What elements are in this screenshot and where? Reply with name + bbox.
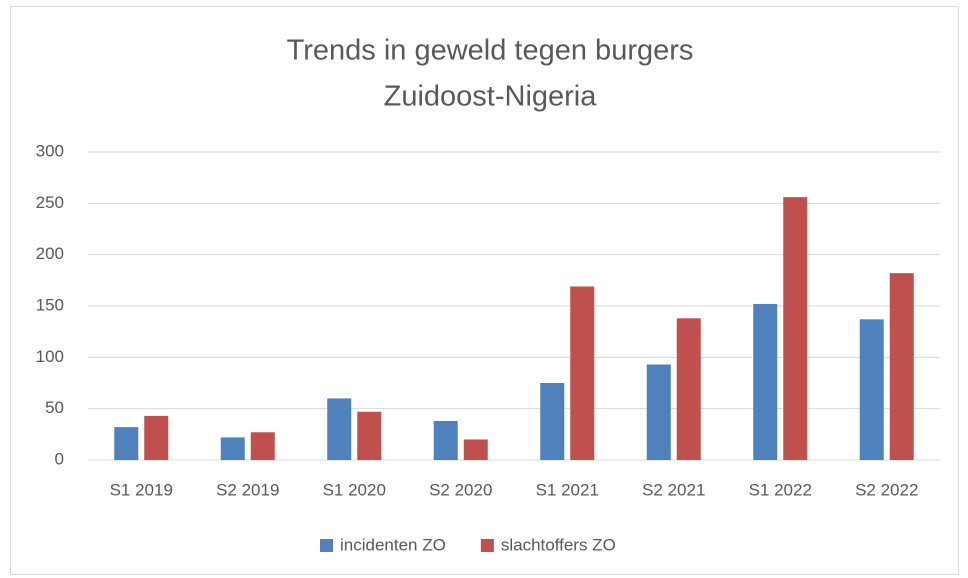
bar <box>250 432 275 460</box>
bar <box>463 439 488 460</box>
x-tick-label: S2 2019 <box>216 480 279 499</box>
bar <box>114 427 139 460</box>
y-tick-label: 250 <box>36 193 64 212</box>
chart-title: Trends in geweld tegen burgers <box>287 35 694 67</box>
x-tick-label: S1 2021 <box>536 480 599 499</box>
bar <box>646 364 671 460</box>
chart-subtitle: Zuidoost-Nigeria <box>384 81 598 113</box>
bar <box>859 319 884 460</box>
bar <box>783 197 808 460</box>
y-tick-label: 100 <box>36 347 64 366</box>
bar <box>676 318 701 460</box>
bar <box>144 415 169 460</box>
legend-swatch <box>320 539 333 552</box>
legend-swatch <box>480 539 494 552</box>
x-tick-label: S1 2020 <box>323 480 386 499</box>
x-tick-label: S2 2022 <box>855 480 918 499</box>
bar <box>357 411 382 460</box>
y-tick-label: 50 <box>45 398 64 417</box>
bar <box>753 303 778 460</box>
x-tick-label: S1 2022 <box>749 480 812 499</box>
legend-label: incidenten ZO <box>340 535 446 554</box>
bar <box>433 420 458 460</box>
legend-label: slachtoffers ZO <box>501 535 616 554</box>
x-tick-label: S2 2020 <box>429 480 492 499</box>
x-tick-label: S2 2021 <box>642 480 705 499</box>
y-tick-label: 200 <box>36 244 64 263</box>
y-tick-label: 300 <box>36 141 64 160</box>
bar <box>540 383 565 460</box>
y-tick-label: 150 <box>36 295 64 314</box>
bar <box>327 398 352 460</box>
x-tick-label: S1 2019 <box>110 480 173 499</box>
bar <box>570 286 595 460</box>
y-tick-label: 0 <box>55 449 64 468</box>
bar <box>889 273 914 460</box>
bar <box>220 437 245 460</box>
